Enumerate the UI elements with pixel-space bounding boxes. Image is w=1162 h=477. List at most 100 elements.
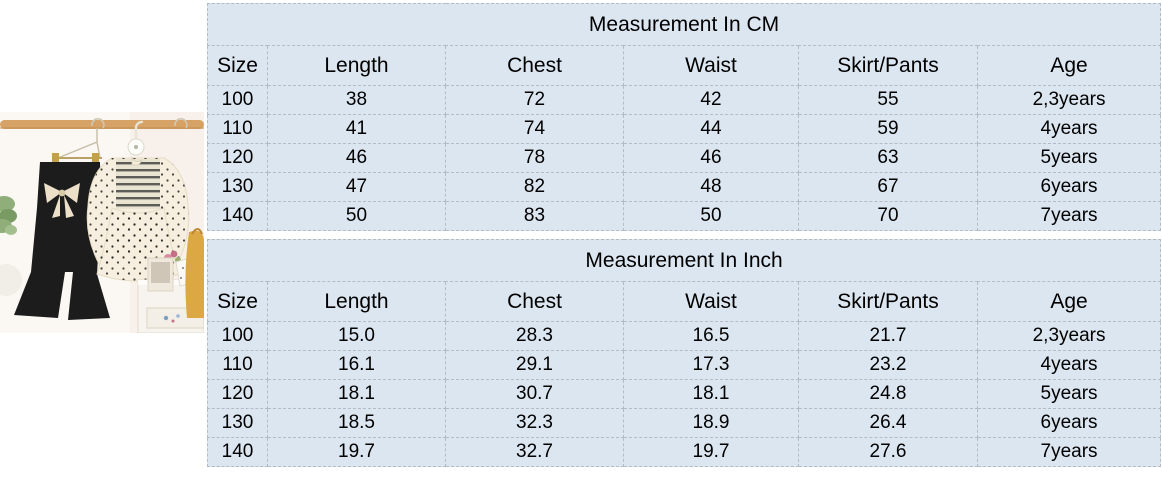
col-header-length: Length — [267, 45, 446, 86]
cell-skirt-pants: 63 — [798, 143, 978, 173]
ribbon-bow-icon — [44, 183, 80, 218]
cell-chest: 72 — [445, 85, 624, 115]
col-header-skirt-pants: Skirt/Pants — [798, 281, 978, 322]
cell-waist: 16.5 — [623, 321, 799, 351]
cell-skirt-pants: 21.7 — [798, 321, 978, 351]
cell-length: 18.1 — [267, 379, 446, 409]
cell-age: 7years — [976, 201, 1162, 231]
cell-age: 2,3years — [976, 321, 1162, 351]
plant-icon — [0, 196, 17, 235]
table-header-row: Size Length Chest Waist Skirt/Pants Age — [207, 45, 1162, 86]
cell-waist: 44 — [623, 114, 799, 144]
col-header-age: Age — [976, 45, 1162, 86]
cell-waist: 42 — [623, 85, 799, 115]
col-header-chest: Chest — [445, 45, 624, 86]
cell-waist: 17.3 — [623, 350, 799, 380]
product-photo-illustration — [0, 112, 204, 333]
table-row: 120 18.1 30.7 18.1 24.8 5years — [207, 379, 1162, 409]
cell-age: 2,3years — [976, 85, 1162, 115]
table-row: 130 18.5 32.3 18.9 26.4 6years — [207, 408, 1162, 438]
col-header-size: Size — [207, 281, 268, 322]
cell-skirt-pants: 59 — [798, 114, 978, 144]
cell-skirt-pants: 24.8 — [798, 379, 978, 409]
cell-age: 5years — [976, 379, 1162, 409]
cell-chest: 83 — [445, 201, 624, 231]
col-header-length: Length — [267, 281, 446, 322]
cell-skirt-pants: 27.6 — [798, 437, 978, 467]
cell-size: 120 — [207, 143, 268, 173]
col-header-waist: Waist — [623, 281, 799, 322]
table-title-row: Measurement In CM — [206, 3, 1162, 46]
cell-skirt-pants: 26.4 — [798, 408, 978, 438]
cell-skirt-pants: 55 — [798, 85, 978, 115]
table-row: 140 50 83 50 70 7years — [207, 201, 1162, 231]
cell-waist: 18.9 — [623, 408, 799, 438]
col-header-size: Size — [207, 45, 268, 86]
cell-length: 18.5 — [267, 408, 446, 438]
picture-frame — [147, 250, 181, 292]
cell-size: 140 — [207, 437, 268, 467]
col-header-chest: Chest — [445, 281, 624, 322]
mustard-bag — [185, 228, 204, 318]
table-row: 140 19.7 32.7 19.7 27.6 7years — [207, 437, 1162, 467]
cell-skirt-pants: 23.2 — [798, 350, 978, 380]
cell-length: 47 — [267, 172, 446, 202]
col-header-skirt-pants: Skirt/Pants — [798, 45, 978, 86]
cell-chest: 82 — [445, 172, 624, 202]
collar-tie — [131, 156, 144, 166]
cell-chest: 30.7 — [445, 379, 624, 409]
cell-size: 100 — [207, 85, 268, 115]
table-row: 120 46 78 46 63 5years — [207, 143, 1162, 173]
table-row: 100 15.0 28.3 16.5 21.7 2,3years — [207, 321, 1162, 351]
cell-length: 19.7 — [267, 437, 446, 467]
cell-age: 4years — [976, 350, 1162, 380]
measurement-table-inch: Measurement In Inch Size Length Chest Wa… — [206, 239, 1162, 467]
col-header-waist: Waist — [623, 45, 799, 86]
cell-age: 5years — [976, 143, 1162, 173]
cell-size: 120 — [207, 379, 268, 409]
cell-age: 4years — [976, 114, 1162, 144]
cell-skirt-pants: 70 — [798, 201, 978, 231]
cell-size: 130 — [207, 408, 268, 438]
cell-waist: 50 — [623, 201, 799, 231]
cell-length: 46 — [267, 143, 446, 173]
cell-chest: 29.1 — [445, 350, 624, 380]
measurement-tables: Measurement In CM Size Length Chest Wais… — [206, 3, 1162, 467]
table-gap — [207, 231, 1160, 239]
table-title-row: Measurement In Inch — [206, 239, 1162, 282]
cell-size: 130 — [207, 172, 268, 202]
table-row: 100 38 72 42 55 2,3years — [207, 85, 1162, 115]
flared-pants — [14, 162, 110, 320]
blouse — [86, 156, 190, 282]
cell-age: 6years — [976, 408, 1162, 438]
col-header-age: Age — [976, 281, 1162, 322]
cell-age: 6years — [976, 172, 1162, 202]
table-title-inch: Measurement In Inch — [206, 239, 1162, 282]
table-header-row: Size Length Chest Waist Skirt/Pants Age — [207, 281, 1162, 322]
cell-length: 50 — [267, 201, 446, 231]
cell-length: 41 — [267, 114, 446, 144]
product-photo — [0, 112, 204, 333]
measurement-table-cm: Measurement In CM Size Length Chest Wais… — [206, 3, 1162, 231]
cell-chest: 74 — [445, 114, 624, 144]
cell-size: 110 — [207, 114, 268, 144]
pants-hanger-icon — [52, 128, 102, 165]
clothes-rail — [0, 120, 204, 129]
cell-chest: 28.3 — [445, 321, 624, 351]
cell-skirt-pants: 67 — [798, 172, 978, 202]
cell-length: 16.1 — [267, 350, 446, 380]
table-title-cm: Measurement In CM — [206, 3, 1162, 46]
cell-length: 38 — [267, 85, 446, 115]
cell-size: 100 — [207, 321, 268, 351]
cell-age: 7years — [976, 437, 1162, 467]
table-row: 110 16.1 29.1 17.3 23.2 4years — [207, 350, 1162, 380]
table-row: 130 47 82 48 67 6years — [207, 172, 1162, 202]
hanger-hooks-icon — [91, 118, 188, 129]
cell-size: 110 — [207, 350, 268, 380]
cell-waist: 48 — [623, 172, 799, 202]
cell-chest: 78 — [445, 143, 624, 173]
blouse-hanger-icon — [127, 120, 145, 156]
cell-waist: 18.1 — [623, 379, 799, 409]
cell-length: 15.0 — [267, 321, 446, 351]
